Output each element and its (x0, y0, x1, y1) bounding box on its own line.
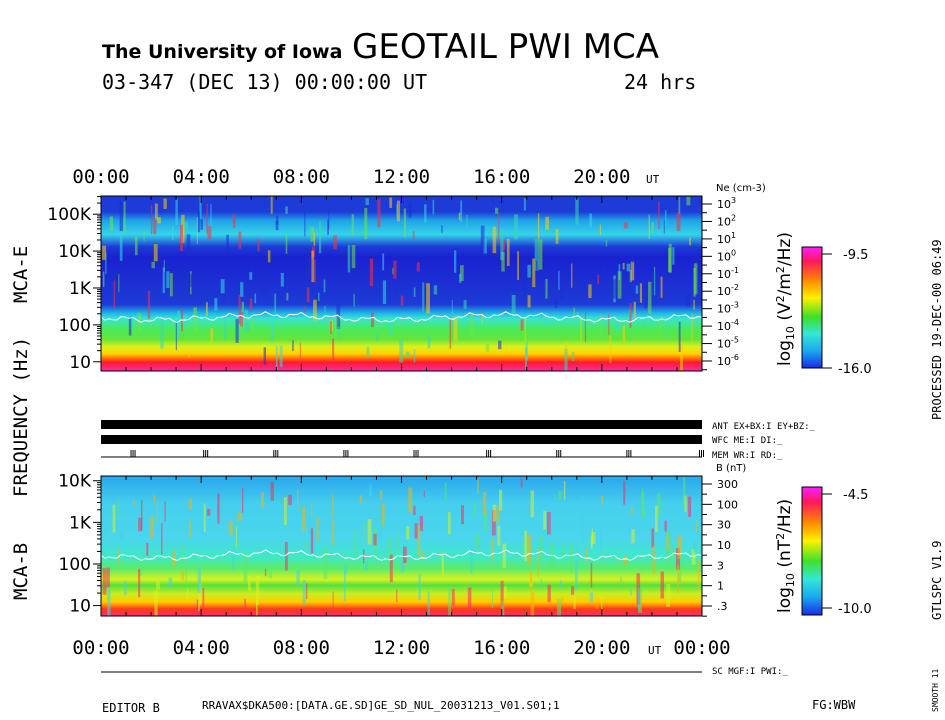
svg-text:log10 (nT2/Hz): log10 (nT2/Hz) (774, 499, 797, 613)
freq-tick-label: 10K (58, 242, 92, 262)
freq-tick-label: 100 (59, 555, 91, 575)
top-tick-label: 08:00 (273, 166, 330, 188)
wfc-status-text: WFC ME:I DI:_ (712, 436, 783, 446)
file-path-label: RRAVAX$DKA500:[DATA.GE.SD]GE_SD_NUL_2003… (202, 699, 560, 712)
editor-label: EDITOR B (102, 701, 160, 715)
top-tick-label: 12:00 (373, 166, 430, 188)
bottom-tick-label: 12:00 (373, 637, 430, 659)
right-axis-tick-label: 300 (717, 478, 738, 491)
right-axis-tick-label: .3 (717, 600, 728, 613)
freq-tick-label: 1K (69, 279, 92, 299)
mca-b-streaks (102, 476, 700, 616)
mca-b-panel-label: MCA-B (10, 543, 32, 600)
right-axis-tick-label: 100 (717, 248, 736, 263)
top-axis-unit: UT (646, 173, 660, 186)
right-axis-tick-label: 101 (717, 231, 736, 246)
processed-label: PROCESSED 19-DEC-00 06:49 (930, 239, 944, 420)
wfc-status-bar (101, 435, 702, 444)
right-axis-tick-label: 100 (717, 498, 738, 511)
right-axis-tick-label: 103 (717, 196, 736, 211)
freq-tick-label: 10 (69, 353, 91, 373)
right-axis-tick-label: 10-5 (717, 336, 739, 351)
mca-e-panel: 10 100 1K 10K 100K 103 102 101 100 10-1 10-2 10-3 10… (47, 183, 766, 373)
mca-e-colorbar-label: log10 (V2/m2/Hz) (774, 232, 797, 366)
freq-tick-label: 10 (69, 597, 91, 617)
right-axis-tick-label: 10-6 (717, 353, 739, 368)
version-label: GTLSPC V1.9 (930, 541, 944, 620)
freq-tick-label: 100 (59, 316, 91, 336)
mca-b-colorbar-max: -4.5 (843, 488, 868, 503)
sc-status-text: SC MGF:I PWI:_ (712, 667, 788, 677)
bottom-tick-label: 16:00 (473, 637, 530, 659)
ant-status-bar (101, 420, 702, 429)
ant-status-text: ANT EX+BX:I EY+BZ:_ (712, 422, 816, 432)
date-line: 03-347 (DEC 13) 00:00:00 UT (102, 70, 427, 94)
top-tick-label: 00:00 (72, 166, 129, 188)
freq-tick-label: 10K (58, 472, 92, 492)
svg-text:log10 (V2/m2/Hz): log10 (V2/m2/Hz) (774, 232, 797, 366)
right-axis-tick-label: 3 (717, 559, 724, 572)
right-axis-tick-label: 10-4 (717, 318, 739, 333)
institution-label: The University of Iowa (102, 41, 342, 63)
bottom-tick-label: 04:00 (173, 637, 230, 659)
freq-tick-label: 1K (69, 513, 92, 533)
mca-e-colorbar-min: -16.0 (838, 362, 872, 377)
chart-title: GEOTAIL PWI MCA (352, 27, 659, 67)
bottom-time-axis: 00:00 04:00 08:00 12:00 16:00 20:00 00:00 (72, 637, 730, 659)
right-axis-tick-label: 30 (717, 519, 731, 532)
top-tick-label: 16:00 (473, 166, 530, 188)
right-axis-tick-label: 1 (717, 580, 724, 593)
right-axis-tick-label: 10-1 (717, 266, 739, 281)
mca-b-spectrogram (101, 476, 702, 616)
mca-b-colorbar: -4.5 -10.0 log10 (nT2/Hz) (774, 486, 872, 617)
right-axis-tick-label: 10-3 (717, 301, 739, 316)
mca-e-streaks (102, 196, 701, 371)
mca-e-colorbar: -9.5 -16.0 log10 (V2/m2/Hz) (774, 232, 872, 377)
duration-label: 24 hrs (624, 70, 696, 94)
right-axis-tick-label: 10 (717, 539, 731, 552)
frequency-axis-label: FREQUENCY (Hz) (10, 337, 32, 497)
top-tick-label: 04:00 (173, 166, 230, 188)
mca-e-panel-label: MCA-E (10, 246, 32, 303)
bottom-tick-label: 00:00 (673, 637, 730, 659)
top-time-axis: 00:00 04:00 08:00 12:00 16:00 20:00 (72, 166, 630, 188)
right-axis-tick-label: 10-2 (717, 283, 739, 298)
bottom-tick-label: 08:00 (273, 637, 330, 659)
mem-status-text: MEM WR:I RD:_ (712, 451, 783, 461)
mca-b-colorbar-label: log10 (nT2/Hz) (774, 499, 797, 613)
bottom-tick-label: 20:00 (573, 637, 630, 659)
right-axis-tick-label: 102 (717, 213, 736, 228)
mca-e-colorbar-max: -9.5 (843, 248, 868, 263)
right-axis-title: B (nT) (716, 463, 746, 474)
mem-markers (130, 450, 704, 457)
mca-b-cyclotron-line (100, 549, 703, 562)
freq-tick-label: 100K (47, 205, 91, 225)
mca-b-colorbar-min: -10.0 (838, 602, 872, 617)
top-tick-label: 20:00 (573, 166, 630, 188)
smooth-label: SMOOTH 11 (931, 668, 940, 712)
mca-e-cyclotron-line (100, 311, 703, 323)
right-axis-title: Ne (cm-3) (716, 183, 766, 194)
mca-b-panel: 10 100 1K 10K 300 100 30 10 3 1 .3 B (nT) (58, 463, 746, 617)
bottom-axis-unit: UT (648, 644, 662, 657)
bottom-tick-label: 00:00 (72, 637, 129, 659)
fg-label: FG:WBW (812, 698, 856, 712)
